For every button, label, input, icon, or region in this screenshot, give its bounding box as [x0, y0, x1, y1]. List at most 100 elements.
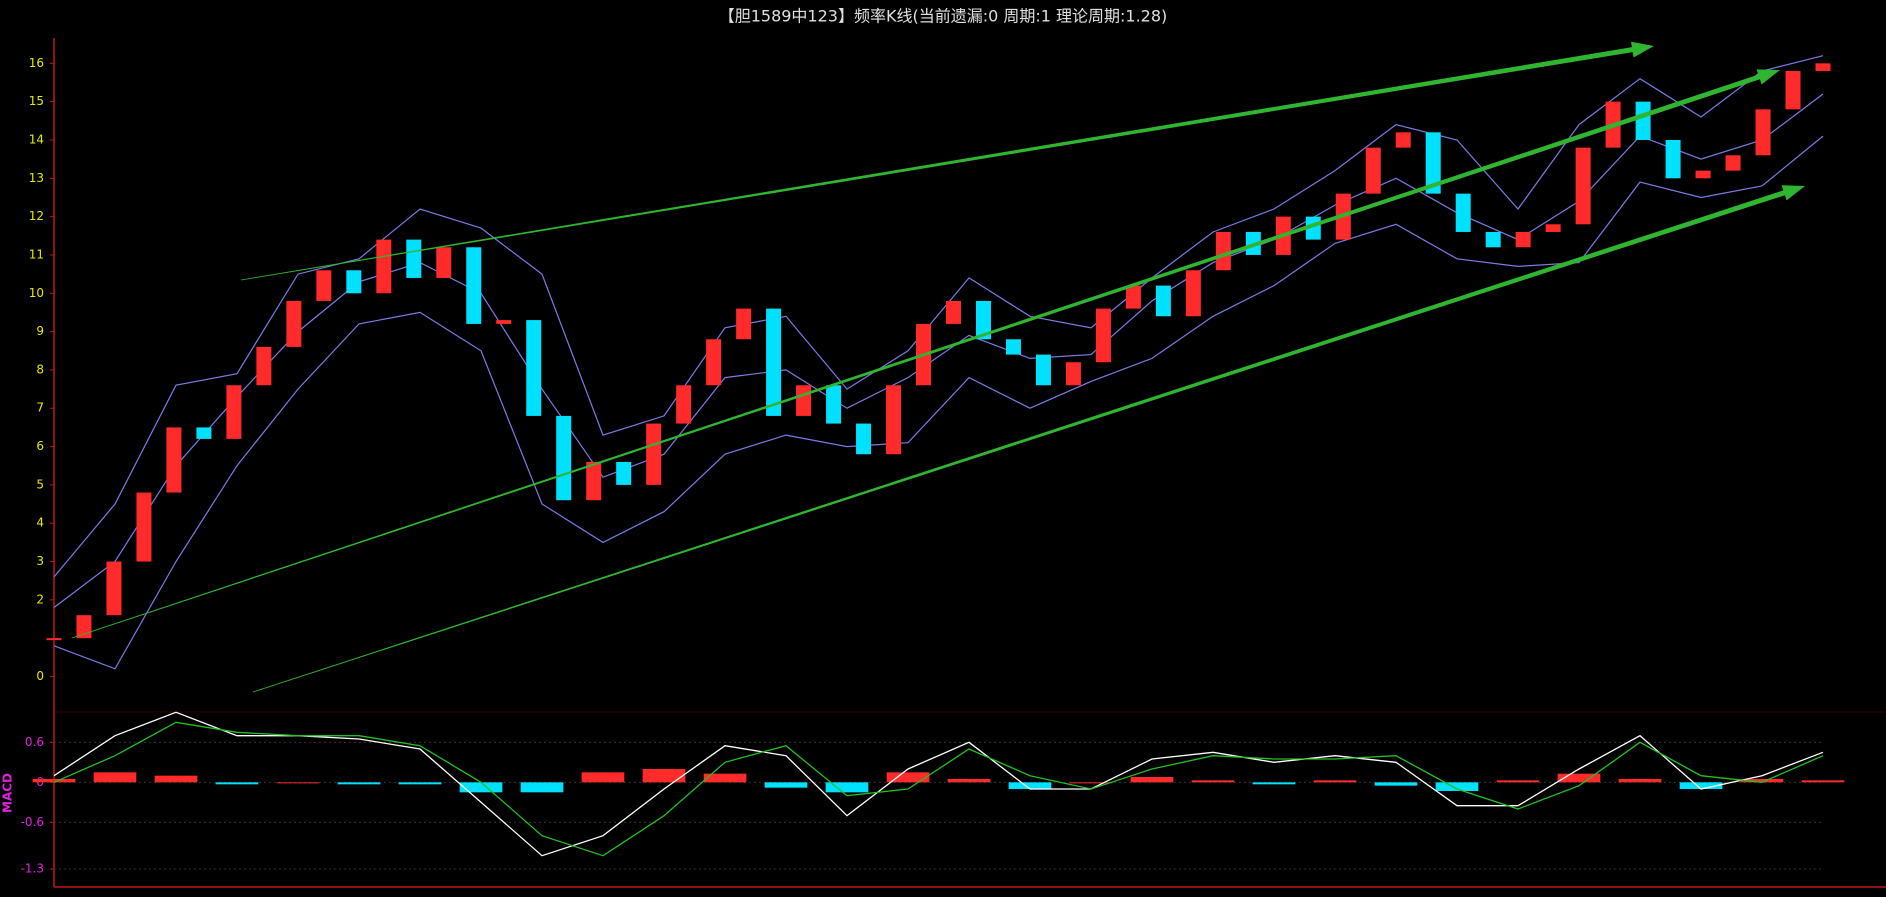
band-upper — [53, 55, 1824, 578]
histogram-bar — [642, 769, 686, 783]
histogram-bar — [1679, 782, 1723, 789]
candle — [1455, 193, 1471, 232]
histogram-bar — [398, 782, 442, 785]
chart-title: 【胆1589中123】频率K线(当前遗漏:0 周期:1 理论周期:1.28) — [719, 7, 1168, 26]
histogram-bar — [1618, 779, 1662, 783]
candle — [76, 615, 92, 639]
candle — [1005, 339, 1021, 355]
candle — [1635, 101, 1651, 140]
candle — [406, 239, 422, 278]
candle — [1155, 285, 1171, 317]
candle — [616, 461, 632, 485]
band-lower — [53, 135, 1824, 670]
histogram-bar — [1313, 780, 1357, 783]
candle — [346, 270, 362, 294]
macd-line — [53, 711, 1824, 857]
candle — [1515, 231, 1531, 248]
y-tick-label: 6 — [36, 439, 44, 453]
y-tick-label: 8 — [36, 362, 44, 376]
histogram-bar — [1191, 780, 1235, 783]
candle — [1365, 147, 1381, 194]
candle — [1815, 63, 1831, 71]
candle — [945, 300, 961, 324]
candle — [1095, 308, 1111, 363]
candle — [526, 320, 542, 416]
histogram-bar — [1740, 779, 1784, 783]
candle — [1575, 147, 1591, 225]
histogram-bar — [1801, 780, 1845, 783]
candle — [226, 385, 242, 439]
histogram-bar — [947, 779, 991, 783]
candle — [975, 300, 991, 340]
trend-arrow — [71, 69, 1780, 639]
trend-arrow — [240, 41, 1654, 281]
candle — [46, 638, 62, 641]
y-tick-label: -1.3 — [21, 862, 44, 876]
candle — [286, 300, 302, 347]
candle — [766, 308, 782, 416]
histogram-bar — [764, 782, 808, 788]
candle — [1695, 170, 1711, 179]
candle — [316, 270, 332, 301]
candle — [1125, 285, 1141, 309]
candle — [196, 427, 212, 439]
histogram-bar — [337, 782, 381, 785]
panel-title: MACD — [1, 773, 15, 813]
candle — [796, 385, 812, 416]
histogram-bar — [520, 782, 564, 793]
candle — [136, 492, 152, 562]
histogram-bar — [276, 782, 320, 784]
histogram-bar — [154, 775, 198, 783]
y-tick-label: 12 — [29, 209, 44, 223]
y-tick-label: 14 — [29, 132, 44, 146]
histogram-bar — [1008, 782, 1052, 789]
y-tick-label: 2 — [36, 592, 44, 606]
candle — [1485, 231, 1501, 248]
candle — [1755, 109, 1771, 156]
y-tick-label: 5 — [36, 477, 44, 491]
y-tick-label: 7 — [36, 401, 44, 415]
candle — [736, 308, 752, 340]
candle — [886, 385, 902, 455]
y-tick-label: 16 — [29, 56, 44, 70]
y-tick-label: 11 — [29, 247, 44, 261]
candle — [1725, 155, 1741, 171]
histogram-bar — [1130, 777, 1174, 783]
histogram-bar — [1496, 780, 1540, 783]
y-tick-label: 15 — [29, 94, 44, 108]
trend-arrow — [252, 185, 1805, 693]
candle — [706, 339, 722, 386]
histogram-bar — [1435, 782, 1479, 791]
histogram-bar — [1252, 782, 1296, 785]
histogram-bar — [93, 772, 137, 783]
candle — [1065, 362, 1081, 386]
candle — [1185, 270, 1201, 317]
candle — [376, 239, 392, 294]
macd-line — [53, 721, 1824, 857]
candle — [106, 561, 122, 616]
candle — [646, 423, 662, 485]
y-tick-label: 13 — [29, 171, 44, 185]
histogram-bar — [1069, 782, 1113, 784]
candle — [826, 385, 842, 424]
candle — [1215, 231, 1231, 271]
histogram-bar — [825, 782, 869, 793]
y-tick-label: 0 — [36, 669, 44, 683]
candle — [466, 247, 482, 324]
histogram-bar — [215, 782, 259, 785]
y-tick-label: -0.6 — [21, 815, 44, 829]
candle — [1785, 70, 1801, 110]
candle — [256, 346, 272, 386]
y-tick-label: 10 — [29, 286, 44, 300]
candle — [676, 385, 692, 424]
histogram-bar — [581, 772, 625, 783]
histogram-bar — [1374, 782, 1418, 786]
candle — [1395, 132, 1411, 148]
candle — [586, 461, 602, 501]
candle — [856, 423, 872, 455]
candle — [166, 427, 182, 493]
y-tick-label: 3 — [36, 554, 44, 568]
candle — [436, 247, 452, 278]
